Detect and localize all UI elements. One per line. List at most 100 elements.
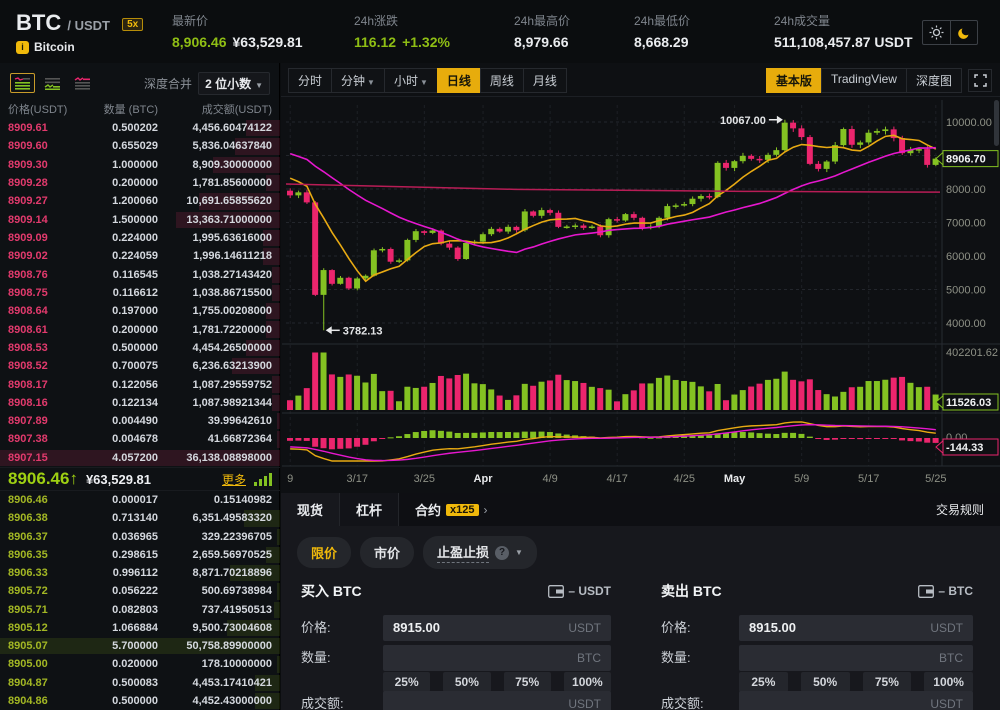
order-book-row[interactable]: 8905.07 5.700000 50,758.89900000 <box>0 637 280 655</box>
interval-分钟[interactable]: 分钟 ▼ <box>331 68 385 93</box>
order-book-row[interactable]: 8908.16 0.122134 1,087.98921344 <box>0 394 280 412</box>
coin-name-row: i Bitcoin <box>16 40 75 54</box>
order-book-row[interactable]: 8905.12 1.066884 9,500.73004608 <box>0 619 280 637</box>
sell-amount-input[interactable]: BTC <box>739 645 973 671</box>
svg-text:8906.70: 8906.70 <box>946 154 986 166</box>
order-book-row[interactable]: 8907.15 4.057200 36,138.08898000 <box>0 449 280 467</box>
order-book-row[interactable]: 8908.17 0.122056 1,087.29559752 <box>0 375 280 393</box>
order-book-row[interactable]: 8909.28 0.200000 1,781.85600000 <box>0 174 280 192</box>
depth-bars-icon[interactable] <box>254 472 272 486</box>
help-icon[interactable]: ? <box>495 545 510 560</box>
mode-深度图[interactable]: 深度图 <box>905 68 962 93</box>
percent-button-50%[interactable]: 50% <box>443 672 491 692</box>
sell-balance[interactable]: – BTC <box>918 584 973 598</box>
percent-button-25%[interactable]: 25% <box>383 672 431 692</box>
depth-merge-control: 深度合并 2 位小数 ▼ <box>144 71 270 95</box>
candlestick-chart[interactable]: 10000.00 8000.00 7000.00 6000.00 5000.00 4000… <box>282 100 1000 492</box>
order-type-stop-limit[interactable]: 止盈止损 ? ▼ <box>423 536 537 569</box>
col-total: 成交额(USDT) <box>201 104 272 116</box>
interval-周线[interactable]: 周线 <box>479 68 524 93</box>
dark-theme-icon[interactable] <box>950 21 977 44</box>
svg-text:6000.00: 6000.00 <box>946 251 986 263</box>
percent-button-50%[interactable]: 50% <box>800 672 850 692</box>
order-book-row[interactable]: 8908.61 0.200000 1,781.72200000 <box>0 320 280 338</box>
sell-total-input[interactable]: USDT <box>739 691 973 710</box>
order-book-row[interactable]: 8906.37 0.036965 329.22396705 <box>0 528 280 546</box>
order-type-market[interactable]: 市价 <box>360 537 415 568</box>
tab-spot[interactable]: 现货 <box>281 493 340 526</box>
svg-text:-144.33: -144.33 <box>946 442 983 454</box>
order-book-row[interactable]: 8908.75 0.116612 1,038.86715500 <box>0 284 280 302</box>
tab-futures[interactable]: 合约 x125 › <box>415 502 488 519</box>
buy-price-input[interactable]: 8915.00 USDT <box>383 615 611 641</box>
light-theme-icon[interactable] <box>923 21 950 44</box>
order-book-row[interactable]: 8909.27 1.200060 10,691.65855620 <box>0 192 280 210</box>
order-book-row[interactable]: 8905.72 0.056222 500.69738984 <box>0 582 280 600</box>
order-type-row: 限价 市价 止盈止损 ? ▼ <box>297 536 537 569</box>
order-book-row[interactable]: 8909.60 0.655029 5,836.04637840 <box>0 137 280 155</box>
svg-text:402201.62: 402201.62 <box>946 347 998 359</box>
order-book-row[interactable]: 8909.14 1.500000 13,363.71000000 <box>0 211 280 229</box>
coin-name: Bitcoin <box>34 40 75 54</box>
order-book-row[interactable]: 8908.52 0.700075 6,236.63213900 <box>0 357 280 375</box>
mode-基本版[interactable]: 基本版 <box>765 68 822 93</box>
trading-rules-link[interactable]: 交易规则 <box>935 503 984 517</box>
info-icon[interactable]: i <box>16 40 29 54</box>
order-book-row[interactable]: 8906.35 0.298615 2,659.56970525 <box>0 546 280 564</box>
bids-list: 8906.46 0.000017 0.15140982 8906.38 0.713140… <box>0 491 280 710</box>
percent-button-25%[interactable]: 25% <box>739 672 788 692</box>
order-book-row[interactable]: 8909.61 0.500202 4,456.60474122 <box>0 119 280 137</box>
order-book-row[interactable]: 8906.46 0.000017 0.15140982 <box>8 494 272 507</box>
buy-balance[interactable]: – USDT <box>548 584 611 598</box>
percent-button-100%[interactable]: 100% <box>563 672 611 692</box>
order-book-row[interactable]: 8906.33 0.996112 8,871.70218896 <box>0 564 280 582</box>
order-book-row[interactable]: 8909.02 0.224059 1,996.14611218 <box>0 247 280 265</box>
order-book-row[interactable]: 8909.09 0.224000 1,995.63616000 <box>0 229 280 247</box>
theme-toggle <box>922 20 978 45</box>
percent-button-100%[interactable]: 100% <box>924 672 973 692</box>
order-book-row[interactable]: 8906.38 0.713140 6,351.49583320 <box>0 509 280 527</box>
order-book-row[interactable]: 8907.89 0.004490 39.99642610 <box>0 412 280 430</box>
svg-text:5/9: 5/9 <box>794 473 809 485</box>
trade-tabs: 现货 杠杆 合约 x125 › 交易规则 <box>281 493 1000 526</box>
mode-TradingView[interactable]: TradingView <box>820 68 907 93</box>
percent-button-75%[interactable]: 75% <box>503 672 551 692</box>
order-book-row[interactable]: 8908.53 0.500000 4,454.26500000 <box>0 339 280 357</box>
buy-amount-input[interactable]: BTC <box>383 645 611 671</box>
order-book-row[interactable]: 8905.00 0.020000 178.10000000 <box>0 655 280 673</box>
ticker-stat: 24h最低价 8,668.29 <box>634 14 691 50</box>
sell-total-label: 成交额: <box>661 696 704 710</box>
order-book-row[interactable]: 8908.76 0.116545 1,038.27143420 <box>0 266 280 284</box>
book-view-both-icon[interactable] <box>10 73 35 93</box>
order-book-row[interactable]: 8909.30 1.000000 8,909.30000000 <box>0 156 280 174</box>
ticker-stats: 最新价 8,906.46 ¥63,529.81 24h涨跌 116.12 +1.32% 24… <box>172 12 974 50</box>
book-view-asks-icon[interactable] <box>70 73 95 93</box>
order-book-row[interactable]: 8907.38 0.004678 41.66872364 <box>0 430 280 448</box>
order-book-row[interactable]: 8904.87 0.500083 4,453.17410421 <box>0 674 280 692</box>
interval-日线[interactable]: 日线 <box>436 68 481 93</box>
order-book-row[interactable]: 8908.64 0.197000 1,755.00208000 <box>0 302 280 320</box>
buy-price-label: 价格: <box>301 620 331 635</box>
chevron-down-icon: ▼ <box>515 548 523 557</box>
decimal-select[interactable]: 2 位小数 ▼ <box>198 71 270 95</box>
buy-total-label: 成交额: <box>301 696 344 710</box>
order-book-row[interactable]: 8905.71 0.082803 737.41950513 <box>0 601 280 619</box>
quote-symbol: / USDT <box>67 18 110 33</box>
sell-price-input[interactable]: 8915.00 USDT <box>739 615 973 641</box>
interval-分时[interactable]: 分时 <box>288 68 333 93</box>
sell-title: 卖出 BTC <box>661 583 722 599</box>
order-type-limit[interactable]: 限价 <box>297 537 352 568</box>
interval-月线[interactable]: 月线 <box>522 68 567 93</box>
percent-button-75%[interactable]: 75% <box>862 672 912 692</box>
leverage-badge[interactable]: 5x <box>122 18 144 31</box>
tab-margin[interactable]: 杠杆 <box>339 493 400 526</box>
order-book-row[interactable]: 8904.86 0.500000 4,452.43000000 <box>0 692 280 710</box>
fullscreen-button[interactable] <box>968 69 992 92</box>
book-view-bids-icon[interactable] <box>40 73 65 93</box>
scrollbar-handle[interactable] <box>994 100 999 146</box>
interval-小时[interactable]: 小时 ▼ <box>383 68 438 93</box>
buy-total-input[interactable]: USDT <box>383 691 611 710</box>
svg-text:9: 9 <box>287 473 293 485</box>
more-link[interactable]: 更多 <box>221 472 246 487</box>
col-price: 价格(USDT) <box>8 104 68 116</box>
